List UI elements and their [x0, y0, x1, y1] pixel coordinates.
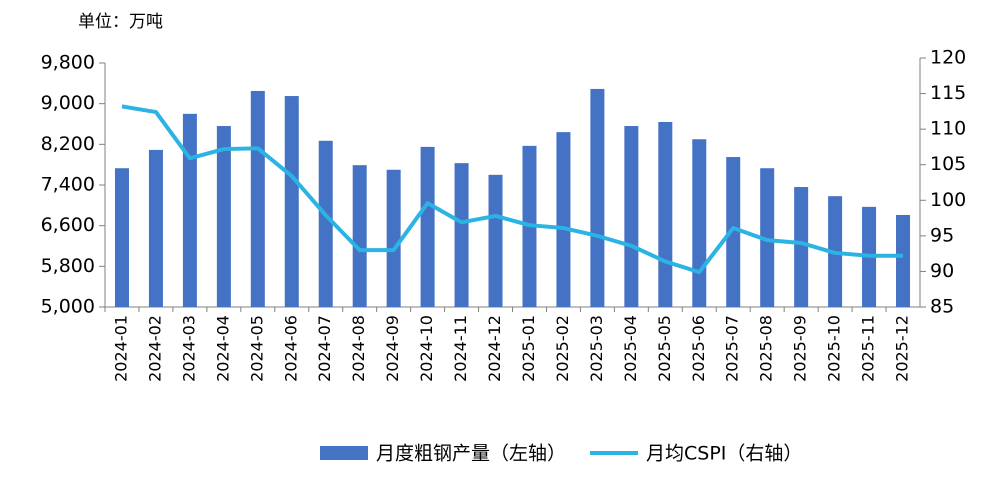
bar: [454, 163, 469, 307]
bar: [760, 168, 775, 307]
line: [121, 104, 904, 275]
x-tick-label: 2025-12: [893, 315, 912, 382]
y-tick-label: 9,800: [41, 52, 95, 74]
bar: [896, 214, 911, 307]
x-tick-label: 2024-09: [383, 315, 402, 382]
x-tick-label: 2025-03: [587, 315, 606, 382]
legend-label: 月均CSPI（右轴）: [646, 443, 802, 465]
x-tick-label: 2025-08: [757, 315, 776, 382]
bar: [488, 174, 503, 307]
x-tick-label: 2025-02: [553, 315, 572, 382]
y-tick-label: 6,600: [41, 214, 95, 236]
x-tick-label: 2025-10: [825, 315, 844, 382]
y2-tick-label: 115: [930, 82, 966, 104]
x-tick-label: 2025-06: [689, 315, 708, 382]
bar: [216, 126, 231, 308]
x-tick-label: 2024-12: [485, 315, 504, 382]
y2-tick-label: 110: [930, 118, 966, 140]
x-tick-label: 2024-05: [247, 315, 266, 382]
y-tick-label: 7,400: [41, 174, 95, 196]
x-tick-label: 2025-04: [621, 315, 640, 382]
bar: [692, 139, 707, 307]
y-tick-label: 5,800: [41, 255, 95, 277]
bar: [114, 168, 129, 307]
bar: [726, 157, 741, 307]
y-tick-label: 9,000: [41, 92, 95, 114]
y2-tick-label: 100: [930, 189, 966, 211]
bar: [590, 88, 605, 307]
x-tick-label: 2024-02: [145, 315, 164, 382]
bar: [624, 126, 639, 308]
x-tick-label: 2025-05: [655, 315, 674, 382]
y2-tick-label: 105: [930, 153, 966, 175]
bar: [794, 187, 809, 307]
legend-swatch: [320, 446, 368, 460]
x-tick-label: 2025-09: [791, 315, 810, 382]
bar: [420, 146, 435, 307]
x-tick-label: 2024-07: [315, 315, 334, 382]
y-tick-label: 8,200: [41, 133, 95, 155]
bar: [148, 149, 163, 307]
x-tick-label: 2024-06: [281, 315, 300, 382]
x-tick-label: 2024-10: [417, 315, 436, 382]
x-tick-label: 2025-01: [519, 315, 538, 382]
x-tick-label: 2025-11: [859, 315, 878, 382]
y-tick-label: 5,000: [41, 296, 95, 318]
bar: [182, 113, 197, 307]
x-tick-label: 2025-07: [723, 315, 742, 382]
bar: [556, 132, 571, 307]
unit-label: 单位：万吨: [78, 12, 163, 32]
bar: [250, 90, 265, 307]
bar: [284, 96, 299, 308]
x-tick-label: 2024-01: [111, 315, 130, 382]
y2-tick-label: 95: [930, 224, 954, 246]
bar: [352, 165, 367, 307]
x-tick-label: 2024-04: [213, 315, 232, 382]
bar: [386, 169, 401, 307]
bar: [658, 121, 673, 307]
bar: [318, 140, 333, 307]
x-tick-label: 2024-11: [451, 315, 470, 382]
y2-tick-label: 90: [930, 260, 954, 282]
y2-tick-label: 85: [930, 296, 954, 318]
x-tick-label: 2024-08: [349, 315, 368, 382]
x-tick-label: 2024-03: [179, 315, 198, 382]
legend-label: 月度粗钢产量（左轴）: [376, 443, 566, 465]
y2-tick-label: 120: [930, 47, 966, 69]
